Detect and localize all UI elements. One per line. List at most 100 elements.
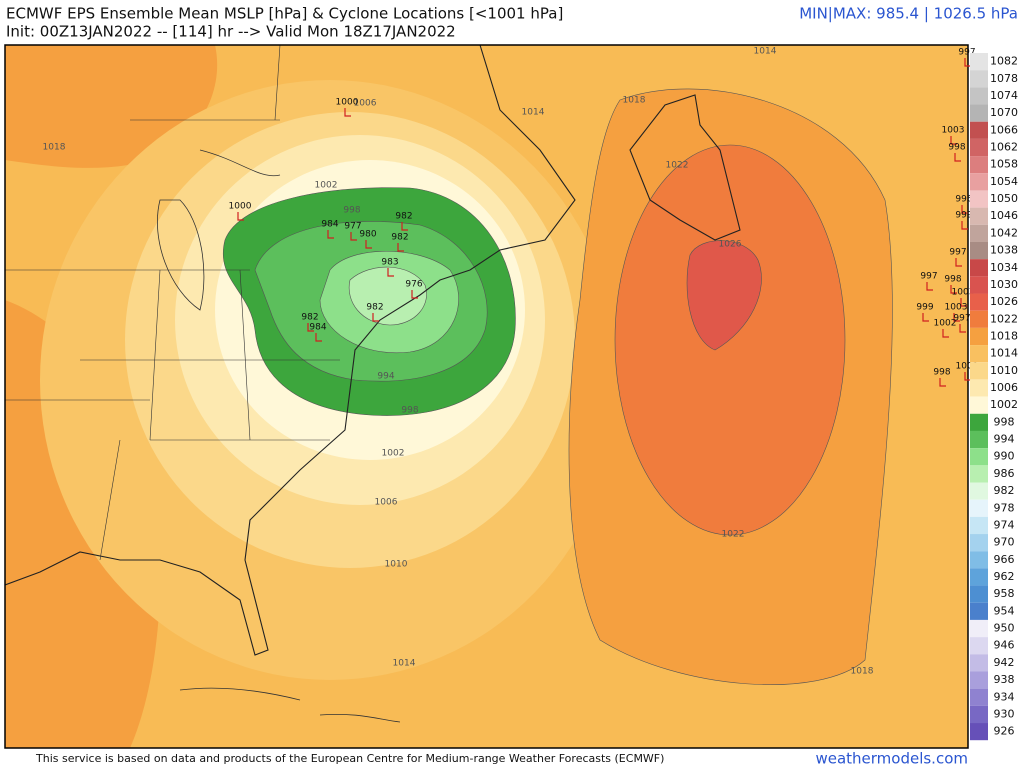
cyclone-label: 1002 xyxy=(934,319,957,329)
colorbar-label: 1026 xyxy=(990,295,1018,308)
colorbar-swatch xyxy=(970,585,988,603)
colorbar-label: 950 xyxy=(994,622,1015,635)
colorbar-label: 994 xyxy=(994,433,1015,446)
contour-label: 1014 xyxy=(522,108,545,118)
colorbar-swatch xyxy=(970,259,988,277)
colorbar-label: 1022 xyxy=(990,312,1018,325)
colorbar-swatch xyxy=(970,637,988,655)
cyclone-label: 998 xyxy=(948,143,965,153)
contour-label: 1018 xyxy=(43,143,66,153)
colorbar-swatch xyxy=(970,327,988,346)
colorbar-swatch xyxy=(970,551,988,569)
colorbar-label: 998 xyxy=(994,415,1015,428)
colorbar-swatch xyxy=(970,482,988,500)
cyclone-label: 977 xyxy=(344,222,361,232)
cyclone-marker xyxy=(950,285,957,294)
colorbar-label: 954 xyxy=(994,604,1015,617)
colorbar-swatch xyxy=(970,413,988,431)
cyclone-label: 997 xyxy=(920,272,937,282)
cyclone-label: 998 xyxy=(933,368,950,378)
contour-1026 xyxy=(686,240,762,351)
cyclone-marker xyxy=(922,313,929,322)
cyclone-marker xyxy=(315,333,322,342)
cyclone-label: 1003 xyxy=(945,303,968,313)
colorbar-label: 1062 xyxy=(990,140,1018,153)
contour-label: 1014 xyxy=(393,659,416,669)
colorbar-label: 970 xyxy=(994,536,1015,549)
map: 1014 1018 1014 1018 1022 1026 1022 1018 1014 1010… xyxy=(4,44,979,749)
colorbar-label: 1066 xyxy=(990,123,1018,136)
colorbar-label: 986 xyxy=(994,467,1015,480)
contour-label: 998 xyxy=(343,206,360,216)
colorbar-label: 1074 xyxy=(990,89,1018,102)
cyclone-label: 982 xyxy=(366,303,383,313)
contour-label: 1022 xyxy=(722,530,745,540)
colorbar-swatch xyxy=(970,448,988,466)
contour-label: 994 xyxy=(377,372,394,382)
colorbar-label: 978 xyxy=(994,501,1015,514)
cyclone-marker xyxy=(964,58,971,67)
colorbar-swatch xyxy=(970,87,988,105)
cyclone-marker xyxy=(237,212,244,221)
colorbar-swatch xyxy=(970,121,988,139)
cyclone-marker xyxy=(961,221,968,230)
cyclone-marker xyxy=(955,258,962,267)
colorbar-swatch xyxy=(970,241,988,260)
cyclone-label: 998 xyxy=(944,275,961,285)
colorbar-swatch xyxy=(970,568,988,586)
colorbar-label: 938 xyxy=(994,673,1015,686)
cyclone-marker xyxy=(401,222,408,231)
cyclone-marker xyxy=(344,108,351,117)
cyclone-marker xyxy=(365,240,372,249)
cyclone-marker xyxy=(964,372,971,381)
cyclone-label: 997 xyxy=(953,314,970,324)
contour-label: 998 xyxy=(401,406,418,416)
colorbar-label: 1030 xyxy=(990,278,1018,291)
cyclone-label: 997 xyxy=(949,248,966,258)
cyclone-label: 984 xyxy=(321,220,338,230)
contour-label: 1010 xyxy=(385,560,408,570)
cyclone-marker xyxy=(961,205,968,214)
colorbar-label: 1082 xyxy=(990,55,1018,68)
colorbar: 1082 1078 1074 1070 1066 1062 1058 1054 1050 1046… xyxy=(970,53,1018,741)
cyclone-label: 999 xyxy=(916,303,933,313)
colorbar-label: 1034 xyxy=(990,261,1018,274)
coastline xyxy=(5,45,576,656)
colorbar-label: 962 xyxy=(994,570,1015,583)
colorbar-swatch xyxy=(970,310,988,328)
cyclone-marker xyxy=(942,329,949,338)
colorbar-label: 1050 xyxy=(990,192,1018,205)
cyclone-label: 1003 xyxy=(952,288,975,298)
colorbar-swatch xyxy=(970,705,988,724)
state-borders xyxy=(5,45,340,561)
contour-label: 1014 xyxy=(754,47,777,57)
cyclone-label: 1001 xyxy=(956,362,979,372)
contour-label: 1002 xyxy=(382,449,405,459)
title: ECMWF EPS Ensemble Mean MSLP [hPa] & Cyc… xyxy=(6,5,563,23)
cyclone-marker xyxy=(372,313,379,322)
cyclone-marker xyxy=(350,232,357,241)
colorbar-swatch xyxy=(970,688,988,706)
cyclone-marker xyxy=(327,230,334,239)
cyclone-label: 997 xyxy=(958,48,975,58)
colorbar-swatch xyxy=(970,602,988,620)
colorbar-swatch xyxy=(970,430,988,449)
cyclone-label: 996 xyxy=(955,195,972,205)
colorbar-swatch xyxy=(970,190,988,208)
colorbar-label: 1042 xyxy=(990,226,1018,239)
colorbar-swatch xyxy=(970,53,988,71)
colorbar-swatch xyxy=(970,671,988,689)
cyclone-label: 1000 xyxy=(229,202,252,212)
colorbar-swatch xyxy=(970,224,988,242)
map-labels: 1014 1018 1014 1018 1022 1026 1022 1018 1014 1010… xyxy=(43,47,979,677)
min-max: MIN|MAX: 985.4 | 1026.5 hPa xyxy=(799,5,1018,23)
cyclone-marker xyxy=(939,378,946,387)
colorbar-swatch xyxy=(970,104,988,122)
colorbar-swatch xyxy=(970,396,988,414)
colorbar-label: 946 xyxy=(994,639,1015,652)
contour-label: 1006 xyxy=(375,498,398,508)
colorbar-label: 966 xyxy=(994,553,1015,566)
cyclone-label: 1000 xyxy=(336,98,359,108)
colorbar-label: 1018 xyxy=(990,329,1018,342)
